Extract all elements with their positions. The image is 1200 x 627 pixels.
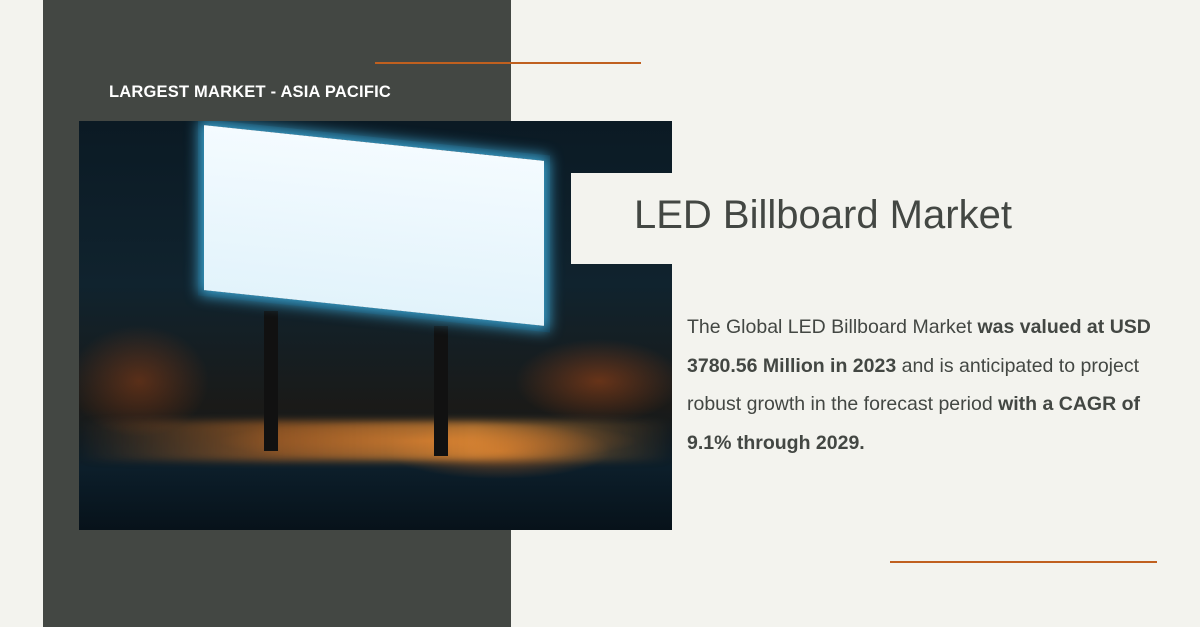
page-title: LED Billboard Market [634,193,1012,237]
description-text: The Global LED Billboard Market [687,316,978,338]
largest-market-label: LARGEST MARKET - ASIA PACIFIC [109,83,392,101]
accent-line-top [375,62,641,64]
billboard-pole-right [434,326,448,456]
billboard-screen [204,125,544,326]
cagr-highlight: with a CAGR of 9.1% through 2029. [687,393,1141,454]
light-trails [79,421,672,461]
description-text: and is anticipated to project robust gro… [687,354,1140,416]
accent-line-bottom [890,561,1157,563]
billboard-pole-left [264,311,278,451]
title-backdrop [571,173,672,264]
market-value-highlight: was valued at USD 3780.56 Million in 202… [687,316,1151,377]
market-description: The Global LED Billboard Market was valu… [687,308,1157,462]
